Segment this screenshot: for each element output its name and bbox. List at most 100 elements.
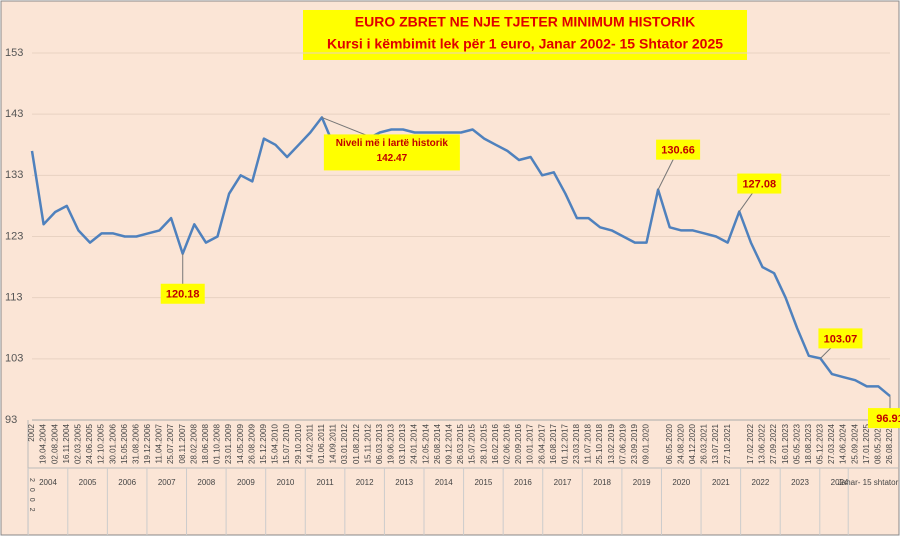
y-tick-label: 113 xyxy=(5,292,23,304)
x-tick-label: 26.03.2021 xyxy=(700,423,709,464)
x-tick-label: 27.09.2022 xyxy=(769,423,778,464)
x-tick-label: 13.06.2022 xyxy=(758,423,767,464)
year-label: 2023 xyxy=(791,478,809,487)
year-label: Janar- 15 shtator xyxy=(838,478,899,487)
x-tick-label: 01.12.2017 xyxy=(560,423,569,464)
x-tick-label: 27.03.2024 xyxy=(827,423,836,464)
data-label: 96.91 xyxy=(876,413,900,425)
x-tick-label: 01.06.2011 xyxy=(317,423,326,463)
year-label: 2011 xyxy=(316,478,334,487)
data-label: 142.47 xyxy=(377,153,408,164)
x-tick-label: 17.01.2025 xyxy=(862,423,871,464)
year-label: 2007 xyxy=(158,478,176,487)
x-tick-label: 08.05.2025 xyxy=(874,423,883,464)
x-tick-label: 05.05.2023 xyxy=(792,423,801,464)
x-tick-label: 26.08.2009 xyxy=(247,423,256,464)
data-label: 103.07 xyxy=(824,333,858,345)
data-line xyxy=(30,116,891,398)
x-tick-label: 15.12.2009 xyxy=(259,423,268,464)
x-tick-label: 24.06.2005 xyxy=(85,423,94,464)
x-tick-label: 03.10.2013 xyxy=(398,423,407,464)
year-label: 2018 xyxy=(593,478,611,487)
x-tick-label: 30.01.2006 xyxy=(108,423,117,464)
x-tick-label: 16.01.2023 xyxy=(781,423,790,464)
label-box xyxy=(737,173,782,194)
x-tick-label: 09.01.2020 xyxy=(642,423,651,464)
x-tick-label: 15.07.2010 xyxy=(282,423,291,464)
x-tick-label: 26.08.2014 xyxy=(433,423,442,464)
chart-title: EURO ZBRET NE NJE TJETER MINIMUM HISTORI… xyxy=(355,14,695,30)
x-tick-label: 06.03.2013 xyxy=(375,423,384,464)
x-tick-label: 26.08.2025 xyxy=(885,423,894,464)
x-tick-label: 08.11.2007 xyxy=(178,423,187,463)
x-tick-label: 28.10.2015 xyxy=(479,423,488,464)
x-tick-label: 19.12.2006 xyxy=(143,423,152,464)
x-tick-label: 07.06.2019 xyxy=(618,423,627,464)
x-tick-label: 19.06.2013 xyxy=(387,423,396,464)
x-tick-label: 25.09.2024 xyxy=(850,423,859,464)
year-label: 2004 xyxy=(39,478,57,487)
year-label: 2006 xyxy=(118,478,136,487)
x-tick-label: 03.01.2012 xyxy=(340,423,349,464)
x-tick-label: 06.05.2020 xyxy=(665,423,674,464)
label-box xyxy=(160,283,205,304)
title-box xyxy=(303,10,747,60)
x-tick-label: 15.11.2012 xyxy=(363,423,372,463)
year-label: 2014 xyxy=(435,478,453,487)
x-tick-label: 23.03.2018 xyxy=(572,423,581,464)
year-label: 2021 xyxy=(712,478,730,487)
x-tick-label: 04.12.2020 xyxy=(688,423,697,464)
x-tick-label: 27.10.2021 xyxy=(723,423,732,464)
x-tick-label: 11.04.2007 xyxy=(155,423,164,463)
label-box xyxy=(656,139,701,160)
x-tick-label: 15.07.2015 xyxy=(468,423,477,464)
x-tick-label: 02.06.2016 xyxy=(502,423,511,464)
x-tick-label: 24.01.2014 xyxy=(410,423,419,464)
x-tick-label: 14.09.2011 xyxy=(329,423,338,463)
x-tick-label: 25.10.2018 xyxy=(595,423,604,464)
x-tick-label: 13.02.2019 xyxy=(607,423,616,464)
y-tick-label: 93 xyxy=(5,414,17,426)
year-label: 2005 xyxy=(79,478,97,487)
label-box xyxy=(323,134,460,171)
x-tick-label: 05.12.2023 xyxy=(816,423,825,464)
y-tick-label: 133 xyxy=(5,169,23,181)
x-tick-label: 16.11.2004 xyxy=(62,423,71,463)
year-label: 2024 xyxy=(831,478,849,487)
y-tick-label: 103 xyxy=(5,353,23,365)
x-tick-label: 14.05.2009 xyxy=(236,423,245,464)
x-tick-label: 11.07.2018 xyxy=(584,423,593,463)
year-label: 2015 xyxy=(474,478,492,487)
x-tick-label: 29.10.2010 xyxy=(294,423,303,464)
x-tick-label: 18.06.2008 xyxy=(201,423,210,464)
x-tick-label: 14.06.2024 xyxy=(839,423,848,464)
x-tick-label: 15.05.2006 xyxy=(120,423,129,464)
year-label: 2012 xyxy=(356,478,374,487)
x-tick-label: 01.10.2008 xyxy=(213,423,222,464)
y-tick-label: 153 xyxy=(5,47,23,59)
x-tick-label: 28.02.2008 xyxy=(189,423,198,464)
x-tick-label: 25.07.2007 xyxy=(166,423,175,464)
data-label: 120.18 xyxy=(166,289,200,301)
x-tick-label: 09.12.2014 xyxy=(445,423,454,464)
x-tick-label: 19.04.2004 xyxy=(39,423,48,464)
data-label: 127.08 xyxy=(742,178,776,190)
data-label: 130.66 xyxy=(661,145,695,157)
year-label: 2016 xyxy=(514,478,532,487)
x-tick-label: 20.09.2016 xyxy=(514,423,523,464)
x-tick-label: 12.05.2014 xyxy=(421,423,430,464)
year-label: 2017 xyxy=(554,478,572,487)
x-tick-label: 13.07.2021 xyxy=(711,423,720,464)
year-label: 2009 xyxy=(237,478,255,487)
x-tick-label: 01.08.2012 xyxy=(352,423,361,464)
year-label: 2022 xyxy=(752,478,770,487)
x-tick-label: 15.04.2010 xyxy=(271,423,280,464)
x-tick-label: 02.08.2004 xyxy=(50,423,59,464)
x-tick-label: 23.09.2019 xyxy=(630,423,639,464)
year-label: 2013 xyxy=(395,478,413,487)
x-tick-label: 26.03.2015 xyxy=(456,423,465,464)
x-tick-label: 12.10.2005 xyxy=(97,423,106,464)
label-box xyxy=(868,408,900,429)
